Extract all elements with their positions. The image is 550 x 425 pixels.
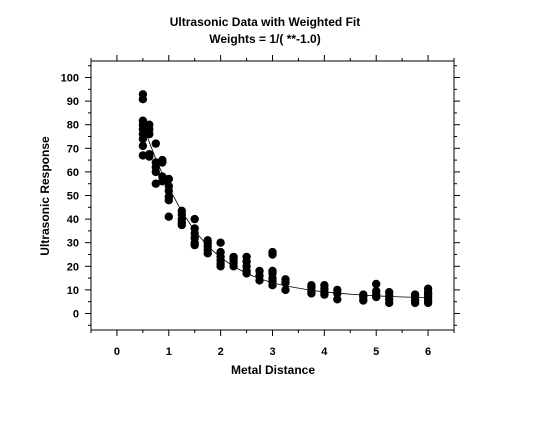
data-point bbox=[151, 179, 160, 188]
data-point bbox=[138, 141, 148, 151]
y-axis: 0 10 20 30 40 50 60 70 80 90 100 bbox=[61, 65, 460, 326]
x-tick-label: 5 bbox=[373, 346, 379, 358]
y-tick-label: 70 bbox=[67, 143, 79, 155]
data-point bbox=[229, 262, 238, 271]
data-point bbox=[410, 298, 420, 308]
chart-subtitle: Weights = 1/( **-1.0) bbox=[209, 32, 320, 46]
data-point bbox=[138, 95, 148, 104]
x-tick-label: 4 bbox=[321, 346, 328, 358]
x-tick-label: 2 bbox=[218, 346, 224, 358]
data-point bbox=[164, 174, 173, 184]
y-tick-label: 80 bbox=[67, 120, 79, 132]
x-tick-label: 6 bbox=[425, 346, 431, 358]
data-point bbox=[151, 139, 160, 148]
y-tick-label: 100 bbox=[61, 73, 79, 85]
y-tick-label: 20 bbox=[67, 261, 79, 273]
chart-title: Ultrasonic Data with Weighted Fit bbox=[170, 15, 360, 29]
y-tick-label: 0 bbox=[73, 308, 79, 320]
data-point bbox=[255, 276, 264, 285]
data-point bbox=[281, 285, 290, 295]
y-tick-label: 60 bbox=[67, 167, 79, 179]
y-tick-label: 30 bbox=[67, 238, 79, 250]
data-point bbox=[138, 134, 148, 144]
data-point bbox=[145, 152, 154, 161]
data-point bbox=[164, 186, 173, 195]
data-point bbox=[333, 289, 342, 298]
data-point bbox=[164, 212, 173, 221]
data-point bbox=[138, 151, 148, 160]
data-point bbox=[372, 292, 381, 302]
data-point bbox=[190, 240, 199, 250]
data-point bbox=[385, 298, 394, 308]
y-tick-label: 50 bbox=[67, 191, 79, 203]
data-point bbox=[359, 296, 368, 305]
data-point bbox=[158, 177, 167, 186]
data-point bbox=[307, 289, 316, 298]
data-point bbox=[281, 278, 290, 287]
data-point bbox=[164, 196, 173, 205]
y-tick-label: 90 bbox=[67, 96, 79, 108]
data-point bbox=[216, 262, 225, 271]
x-tick-label: 1 bbox=[166, 346, 172, 358]
data-point bbox=[216, 238, 225, 247]
y-axis-label: Ultrasonic Response bbox=[38, 136, 52, 256]
data-point bbox=[268, 250, 277, 259]
x-axis: 0 1 2 3 4 5 6 bbox=[90, 55, 455, 358]
x-tick-label: 3 bbox=[269, 346, 275, 358]
data-point bbox=[242, 269, 251, 278]
y-tick-label: 40 bbox=[67, 214, 79, 226]
data-point bbox=[190, 214, 199, 224]
data-point bbox=[372, 279, 381, 289]
data-point bbox=[151, 167, 160, 177]
data-point bbox=[423, 298, 433, 308]
y-tick-label: 10 bbox=[67, 285, 79, 297]
data-point bbox=[203, 249, 212, 258]
scatter-points bbox=[138, 90, 433, 308]
x-tick-label: 0 bbox=[114, 346, 120, 358]
data-point bbox=[333, 295, 342, 304]
data-point bbox=[145, 129, 154, 139]
data-point bbox=[268, 281, 277, 290]
data-point bbox=[320, 290, 329, 299]
data-point bbox=[158, 158, 167, 167]
data-point bbox=[177, 220, 186, 230]
x-axis-label: Metal Distance bbox=[231, 363, 315, 377]
